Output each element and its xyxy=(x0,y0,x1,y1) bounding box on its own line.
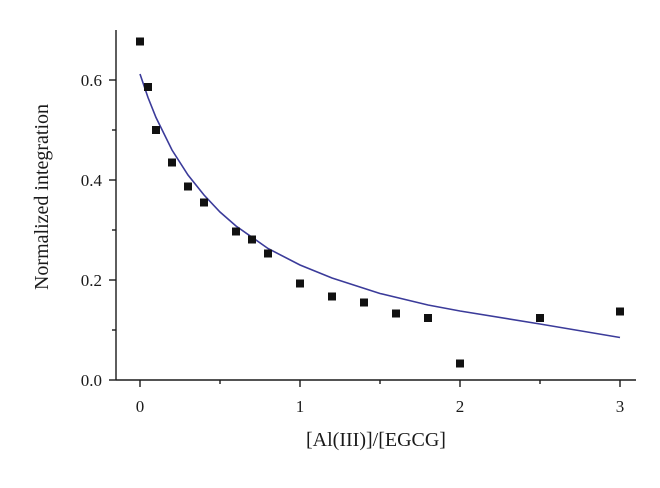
data-point xyxy=(168,158,176,167)
ticks xyxy=(109,79,621,387)
y-axis-title: Normalized integration xyxy=(31,104,53,290)
data-point xyxy=(424,314,432,322)
data-point xyxy=(144,83,152,91)
x-tick-label: 3 xyxy=(616,397,625,416)
data-point xyxy=(360,298,368,307)
data-point xyxy=(232,227,240,236)
y-tick-label: 0.4 xyxy=(81,171,103,190)
y-tick-label: 0.0 xyxy=(81,371,102,390)
data-point xyxy=(200,198,208,207)
data-point xyxy=(296,279,304,288)
data-points xyxy=(136,37,624,368)
x-tick-label: 2 xyxy=(456,397,465,416)
x-axis-title: [Al(III)]/[EGCG] xyxy=(306,429,446,451)
axes xyxy=(115,30,636,381)
y-tick-label: 0.2 xyxy=(81,271,102,290)
data-point xyxy=(152,126,160,134)
x-tick-label: 0 xyxy=(136,397,145,416)
tick-labels: 0 1 2 3 0.0 0.2 0.4 0.6 xyxy=(81,71,625,416)
data-point xyxy=(184,182,192,191)
data-point xyxy=(264,249,272,258)
data-point xyxy=(328,292,336,301)
data-point xyxy=(616,307,624,316)
y-tick-label: 0.6 xyxy=(81,71,102,90)
data-point xyxy=(136,37,144,46)
data-point xyxy=(392,309,400,318)
x-tick-label: 1 xyxy=(296,397,305,416)
data-point xyxy=(456,359,464,368)
data-point xyxy=(248,235,256,244)
fit-curve xyxy=(139,73,621,339)
data-point xyxy=(536,314,544,322)
